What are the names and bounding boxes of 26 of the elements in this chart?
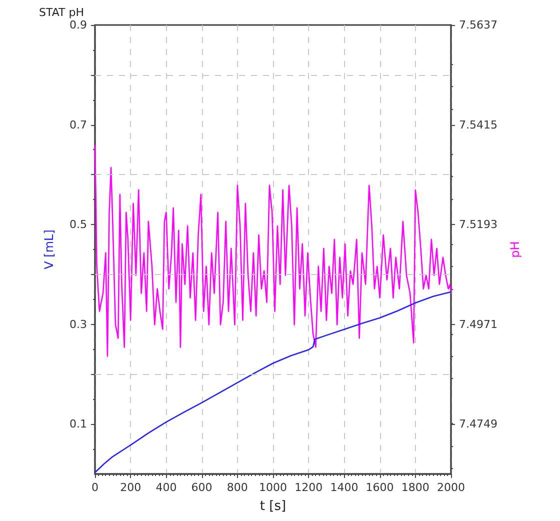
line-series [94,144,452,357]
y-tick-label: 0.9 [70,18,87,32]
x-tick-label: 1000 [259,481,287,494]
x-tick-label: 1200 [294,481,323,494]
x-tick-label: 1800 [401,481,430,494]
x-tick-label: 2000 [437,481,465,494]
y-tick-label: 0.7 [70,118,87,132]
y2-axis-title: pH [508,241,522,258]
y2-tick-label: 7.5415 [459,118,498,132]
chart-title: STAT pH [39,6,84,19]
x-tick-label: 1600 [366,481,394,494]
y2-tick-label: 7.5193 [459,218,498,232]
x-tick-label: 800 [226,481,248,494]
x-tick-label: 200 [120,481,142,494]
y2-tick-label: 7.4971 [459,318,498,331]
x-tick-label: 400 [156,481,177,494]
y2-tick-label: 7.4749 [459,418,498,431]
x-axis-title: t [s] [260,499,286,514]
x-tick-label: 600 [191,481,212,494]
y-tick-label: 0.1 [70,418,87,431]
y-axis-title: V [mL] [42,230,56,270]
y2-tick-label: 7.5637 [459,18,498,32]
x-tick-label: 1400 [330,481,358,494]
y-tick-label: 0.5 [70,218,87,232]
x-tick-label: 0 [92,481,98,494]
y-tick-label: 0.3 [70,318,87,331]
